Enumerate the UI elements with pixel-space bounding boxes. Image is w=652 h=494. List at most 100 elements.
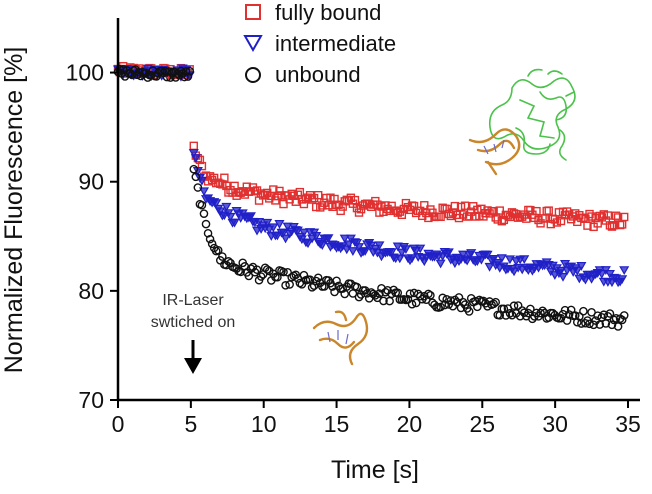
data-point — [609, 315, 619, 325]
data-point — [509, 267, 520, 277]
data-point — [450, 201, 460, 211]
data-point — [305, 275, 315, 284]
data-point — [452, 297, 462, 307]
data-point — [579, 306, 588, 316]
data-point — [199, 209, 209, 218]
x-tick-label-25: 25 — [469, 411, 495, 437]
data-point — [617, 315, 627, 325]
data-point — [532, 206, 541, 216]
data-point — [593, 311, 602, 320]
data-point — [311, 232, 322, 241]
data-point — [536, 308, 545, 318]
data-point — [381, 287, 390, 297]
data-point — [519, 255, 530, 265]
data-point — [379, 296, 388, 306]
y-tick-label-100: 100 — [66, 60, 104, 86]
data-point — [274, 220, 285, 229]
data-point — [252, 265, 262, 274]
data-point — [256, 272, 266, 281]
axis-ticks: 0 5 10 15 20 25 30 35 70 80 90 100 — [66, 60, 641, 437]
data-point — [262, 218, 273, 228]
data-point — [281, 281, 290, 290]
data-point — [411, 298, 421, 308]
data-point — [350, 195, 360, 205]
data-point — [220, 173, 229, 182]
data-point — [572, 317, 582, 327]
data-point — [283, 267, 292, 277]
data-point — [211, 199, 222, 209]
protein-rna-complex-image — [468, 68, 576, 176]
data-point — [470, 296, 480, 306]
data-point — [339, 234, 350, 244]
data-point — [509, 301, 519, 311]
data-point — [279, 199, 288, 209]
data-point — [495, 206, 504, 215]
data-point — [491, 297, 500, 307]
data-point — [507, 310, 517, 320]
data-point — [271, 196, 280, 205]
data-point — [279, 267, 288, 277]
data-point — [190, 154, 201, 164]
data-point — [446, 296, 456, 305]
data-point — [188, 149, 199, 158]
data-point — [268, 223, 279, 233]
legend-marker-unbound — [245, 67, 261, 83]
data-point — [400, 245, 411, 255]
x-tick-label-5: 5 — [184, 411, 197, 437]
data-point — [544, 206, 553, 215]
data-point — [458, 250, 469, 260]
data-point — [397, 210, 407, 220]
data-point — [605, 309, 615, 318]
data-point — [360, 247, 371, 256]
data-point — [611, 314, 621, 323]
data-point — [442, 294, 452, 304]
data-point — [435, 259, 446, 269]
data-point — [489, 207, 498, 216]
legend-label-fully-bound: fully bound — [275, 0, 381, 25]
data-point — [192, 167, 203, 176]
data-point — [265, 194, 274, 203]
legend-marker-fully-bound — [245, 4, 261, 20]
data-point — [183, 72, 193, 81]
plot-area — [112, 62, 630, 331]
data-point — [282, 222, 293, 232]
data-point — [302, 239, 314, 249]
data-point — [203, 228, 213, 238]
data-point — [250, 187, 260, 196]
data-point — [566, 305, 576, 315]
data-point — [583, 221, 592, 230]
data-point — [307, 283, 317, 292]
data-point — [185, 66, 194, 76]
data-point — [564, 310, 574, 319]
data-point — [607, 320, 617, 330]
data-point — [347, 247, 358, 256]
data-point — [436, 302, 445, 312]
data-point — [323, 234, 334, 244]
data-point — [313, 273, 323, 283]
data-point — [407, 254, 418, 264]
rna-structure-image — [312, 310, 369, 366]
data-point — [557, 272, 569, 282]
data-point — [513, 301, 523, 310]
arrow-down-icon — [184, 358, 202, 374]
data-point — [464, 212, 474, 221]
data-point — [317, 241, 328, 251]
x-tick-label-10: 10 — [251, 411, 277, 437]
data-point — [526, 205, 535, 215]
data-point — [197, 200, 207, 210]
data-point — [440, 300, 449, 310]
data-point — [609, 221, 619, 230]
data-point — [484, 262, 495, 272]
data-point — [218, 252, 227, 261]
data-point — [619, 266, 630, 276]
data-point — [314, 190, 323, 200]
legend-label-unbound: unbound — [275, 62, 361, 87]
data-point — [596, 270, 607, 279]
data-point — [505, 308, 515, 318]
data-point — [424, 289, 433, 299]
data-point — [489, 299, 498, 309]
legend: fully bound intermediate unbound — [243, 0, 396, 87]
data-point — [555, 266, 567, 276]
data-point — [496, 254, 507, 264]
